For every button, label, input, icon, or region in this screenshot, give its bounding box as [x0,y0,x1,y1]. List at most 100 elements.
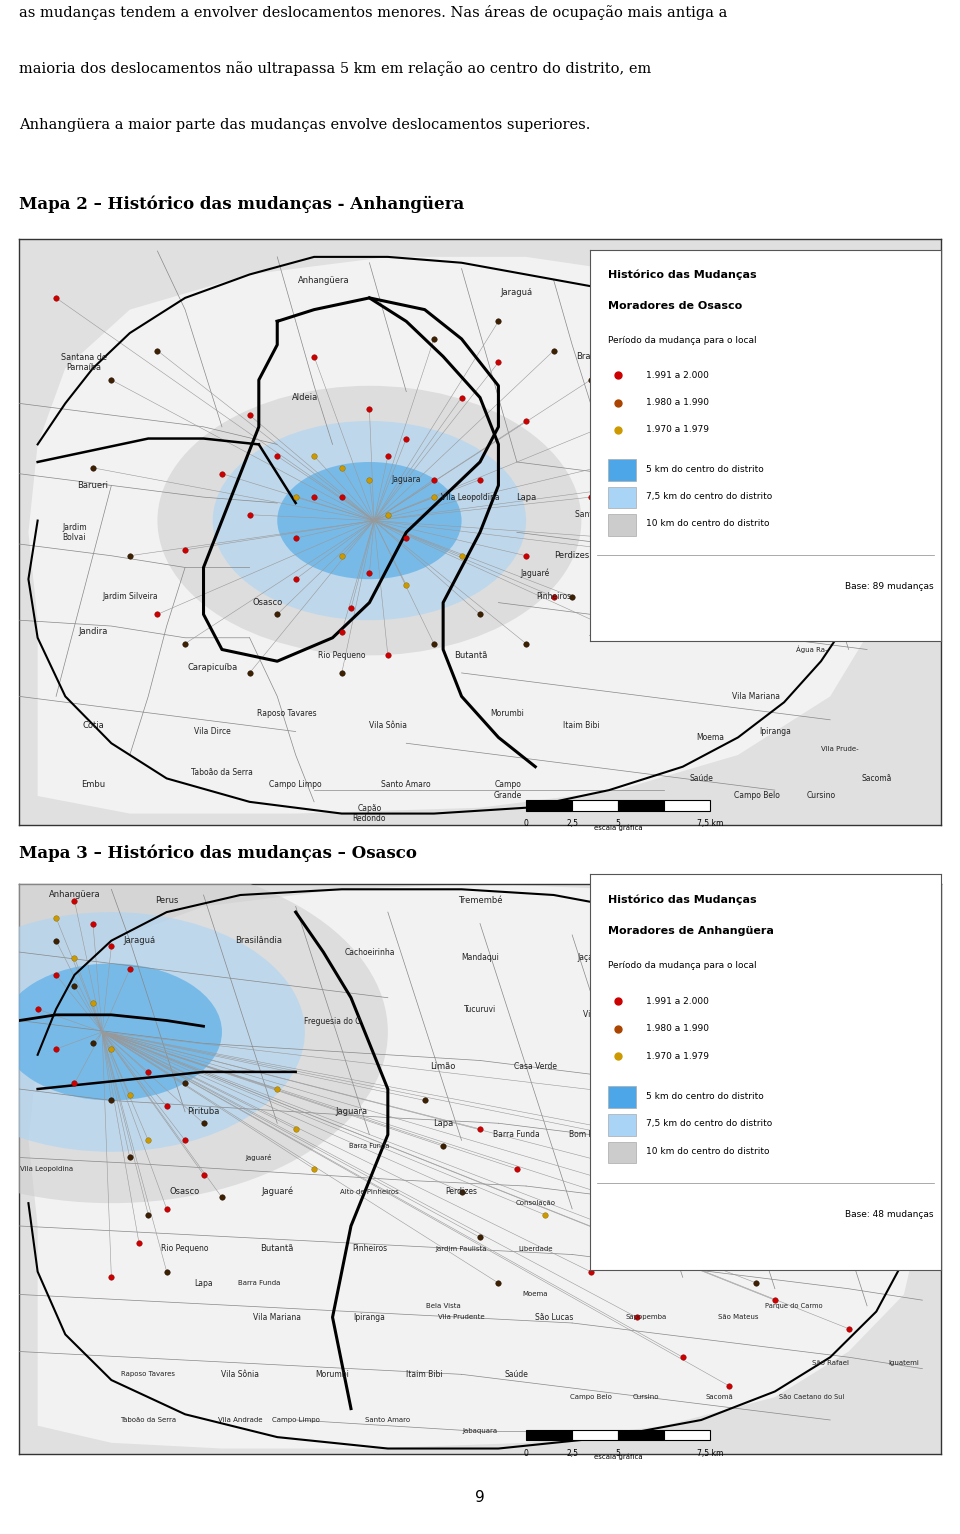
Text: Vila Guilherme: Vila Guilherme [676,1063,727,1069]
Text: Bela Vista: Bela Vista [426,1302,461,1309]
Bar [618,801,664,810]
Text: Ponte Rasa: Ponte Rasa [790,1062,833,1071]
Text: Base: 89 mudanças: Base: 89 mudanças [845,581,934,591]
Text: Barra Funda: Barra Funda [349,1143,390,1149]
Text: República: República [590,1198,628,1207]
Text: Moema: Moema [696,733,725,742]
Text: Belém: Belém [818,492,842,502]
Text: Butantã: Butantã [454,650,488,660]
Text: Freguesia do Ó: Freguesia do Ó [304,1016,361,1026]
Text: Embu: Embu [81,779,105,788]
Text: Penha: Penha [837,1108,860,1117]
Text: Consolação: Consolação [516,1200,555,1206]
Text: Vila Leopoldina: Vila Leopoldina [20,1166,73,1172]
Text: Período da mudança para o local: Período da mudança para o local [608,336,756,345]
Text: São Caetano do Sul: São Caetano do Sul [780,1394,845,1401]
Text: Rio Pequeno: Rio Pequeno [318,650,366,660]
Text: José Bonifácio: José Bonifácio [862,1200,909,1207]
Text: Rio Pequeno: Rio Pequeno [161,1244,209,1253]
Text: maioria dos deslocamentos não ultrapassa 5 km em relação ao centro do distrito, : maioria dos deslocamentos não ultrapassa… [19,61,652,77]
Bar [664,1430,710,1440]
Text: Tatuapé: Tatuapé [741,1124,772,1134]
Text: Sacomã: Sacomã [706,1394,733,1401]
Text: escala gráfica: escala gráfica [594,1454,642,1460]
FancyBboxPatch shape [608,1114,636,1135]
Text: 1.970 a 1.979: 1.970 a 1.979 [646,1052,709,1062]
Text: São Rafael: São Rafael [812,1361,849,1365]
Text: Mapa 2 – Histórico das mudanças - Anhangüera: Mapa 2 – Histórico das mudanças - Anhang… [19,195,465,213]
Circle shape [157,385,582,655]
Bar [526,801,572,810]
Text: Vila Curuçá: Vila Curuçá [902,1029,943,1035]
Text: Vila Dirce: Vila Dirce [194,727,231,736]
Text: escala gráfica: escala gráfica [594,825,642,831]
Circle shape [277,462,462,580]
Text: Perdizes: Perdizes [445,1187,477,1197]
Text: Santo Amaro: Santo Amaro [381,779,431,788]
Polygon shape [29,256,895,813]
FancyBboxPatch shape [608,1086,636,1108]
Text: Tucuruvi: Tucuruvi [464,1005,496,1014]
Text: São Mateus: São Mateus [718,1315,758,1321]
Text: Pirituba: Pirituba [187,1108,220,1117]
Circle shape [1,963,222,1100]
Text: Jaraguá: Jaraguá [123,936,156,945]
Bar [664,801,710,810]
Text: Moradores de Anhangüera: Moradores de Anhangüera [608,927,774,936]
Text: Sacomã: Sacomã [861,775,892,782]
Text: Cachoei-: Cachoei- [655,399,692,408]
Text: Jaraguá: Jaraguá [501,287,533,296]
Text: Limão: Limão [734,534,760,543]
Text: Anhangüera: Anhangüera [298,276,349,285]
FancyBboxPatch shape [608,459,636,480]
Text: Tremembé: Tremembé [458,896,502,905]
Text: Lapa: Lapa [516,492,537,502]
Text: Bom Retiro: Bom Retiro [569,1131,612,1140]
Text: Jaguara: Jaguara [335,1108,367,1117]
Text: Campo Limpo: Campo Limpo [272,1417,320,1424]
Text: as mudanças tendem a envolver deslocamentos menores. Nas áreas de ocupação mais : as mudanças tendem a envolver deslocamen… [19,5,728,20]
Text: Vila Sônia: Vila Sônia [369,721,407,730]
Text: Pirituba: Pirituba [741,416,772,425]
Text: Taboão da Serra: Taboão da Serra [120,1417,177,1424]
Text: Belém: Belém [689,1124,713,1134]
FancyBboxPatch shape [608,1141,636,1163]
Text: Jaguara: Jaguara [392,476,421,485]
Text: Lapa: Lapa [433,1118,453,1127]
Text: Jardim
Bolvai: Jardim Bolvai [62,523,86,542]
Text: Campo
Grande: Campo Grande [493,781,522,799]
Text: Jaguaré: Jaguaré [246,1154,272,1161]
Text: Vila Mariana: Vila Mariana [253,1313,301,1322]
Text: Liberdade: Liberdade [518,1246,553,1252]
Text: Anhangüera: Anhangüera [49,891,100,899]
Text: Cachoeirinha: Cachoeirinha [344,948,395,957]
Circle shape [0,861,388,1203]
Text: 1.970 a 1.979: 1.970 a 1.979 [646,425,709,434]
Text: Parque do Carmo: Parque do Carmo [764,1302,822,1309]
Text: Água Ra-: Água Ra- [796,646,828,653]
Text: Limão: Limão [430,1062,456,1071]
Text: Pinheiros: Pinheiros [352,1244,387,1253]
Text: São Lucas: São Lucas [535,1313,573,1322]
Text: Moóca: Moóca [744,598,769,607]
Text: 2,5: 2,5 [566,819,578,828]
Text: Saúde: Saúde [505,1370,529,1379]
Text: Santo Amaro: Santo Amaro [365,1417,411,1424]
Text: 7,5 km do centro do distrito: 7,5 km do centro do distrito [646,492,773,502]
Text: 5: 5 [615,1448,621,1457]
Text: São Miguel: São Miguel [885,983,924,989]
Text: 10 km do centro do distrito: 10 km do centro do distrito [646,1147,770,1157]
Text: Cas-: Cas- [629,512,644,517]
Text: Osasco: Osasco [252,598,283,607]
Text: Itaquera: Itaquera [908,1132,937,1138]
Text: Vila Medeiros: Vila Medeiros [584,1011,635,1019]
Circle shape [213,420,526,620]
Text: Campo Limpo: Campo Limpo [270,779,322,788]
Text: Mapa 3 – Histórico das mudanças – Osasco: Mapa 3 – Histórico das mudanças – Osasco [19,844,417,862]
Text: 0: 0 [523,819,529,828]
Text: Cururuva: Cururuva [574,1434,607,1440]
Text: Período da mudança para o local: Período da mudança para o local [608,962,756,971]
Text: Histórico das Mudanças: Histórico das Mudanças [608,270,756,281]
Text: Freguesia do Ó: Freguesia do Ó [663,451,721,462]
Text: Taboão da Serra: Taboão da Serra [191,769,252,778]
